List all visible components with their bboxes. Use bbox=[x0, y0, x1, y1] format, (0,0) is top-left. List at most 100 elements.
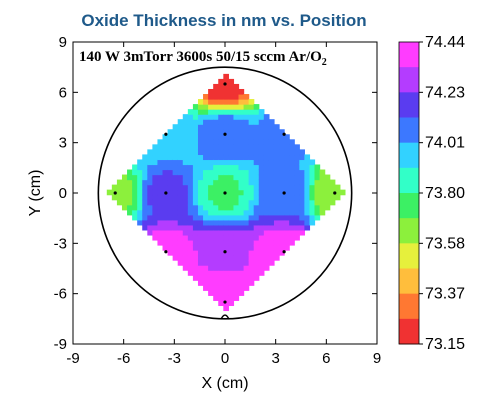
heatmap-cell bbox=[192, 129, 199, 135]
heatmap-cell bbox=[263, 204, 270, 211]
heatmap-cell bbox=[157, 204, 164, 211]
heatmap-cell bbox=[238, 134, 245, 140]
heatmap-cell bbox=[167, 250, 174, 256]
heatmap-cell bbox=[162, 139, 169, 145]
heatmap-cell bbox=[294, 224, 300, 231]
heatmap-cell bbox=[213, 194, 219, 201]
heatmap-cell bbox=[263, 224, 270, 231]
heatmap-cell bbox=[152, 204, 159, 211]
heatmap-cell bbox=[273, 229, 280, 236]
heatmap-cell bbox=[213, 109, 219, 115]
heatmap-cell bbox=[299, 199, 305, 206]
heatmap-cell bbox=[172, 209, 179, 216]
heatmap-cell bbox=[243, 285, 250, 291]
heatmap-cell bbox=[167, 129, 174, 135]
heatmap-cell bbox=[284, 224, 290, 231]
heatmap-cell bbox=[157, 209, 164, 216]
heatmap-cell bbox=[213, 285, 219, 291]
heatmap-cell bbox=[182, 255, 189, 261]
heatmap-cell bbox=[187, 119, 194, 125]
heatmap-cell bbox=[172, 189, 179, 196]
heatmap-cell bbox=[127, 194, 133, 201]
heatmap-cell bbox=[228, 270, 235, 276]
heatmap-cell bbox=[152, 189, 159, 196]
heatmap-cell bbox=[268, 119, 275, 125]
heatmap-cell bbox=[243, 94, 250, 100]
heatmap-cell bbox=[167, 199, 174, 206]
heatmap-cell bbox=[192, 189, 199, 196]
heatmap-cell bbox=[233, 109, 240, 115]
heatmap-cell bbox=[223, 204, 229, 211]
colorbar-label: 74.44 bbox=[425, 34, 465, 51]
y-tick-label: -3 bbox=[54, 235, 67, 252]
heatmap-cell bbox=[223, 154, 229, 161]
heatmap-cell bbox=[182, 124, 189, 130]
heatmap-cell bbox=[218, 280, 224, 286]
heatmap-cell bbox=[273, 164, 280, 171]
heatmap-cell bbox=[218, 255, 224, 261]
heatmap-cell bbox=[324, 199, 331, 206]
heatmap-cell bbox=[273, 209, 280, 216]
heatmap-cell bbox=[263, 159, 270, 166]
heatmap-cell bbox=[263, 114, 270, 120]
heatmap-cell bbox=[177, 134, 184, 140]
heatmap-cell bbox=[284, 139, 290, 145]
heatmap-cell bbox=[243, 214, 250, 221]
heatmap-cell bbox=[147, 224, 153, 231]
heatmap-cell bbox=[208, 94, 214, 100]
heatmap-cell bbox=[121, 184, 128, 191]
heatmap-cell bbox=[263, 134, 270, 140]
heatmap-cell bbox=[203, 154, 209, 161]
heatmap-cell bbox=[223, 300, 229, 307]
heatmap-cell bbox=[218, 265, 224, 271]
heatmap-cell bbox=[223, 229, 229, 236]
heatmap-cell bbox=[182, 164, 189, 171]
heatmap-cell bbox=[243, 184, 250, 191]
heatmap-cell bbox=[248, 224, 255, 231]
heatmap-cell bbox=[228, 219, 235, 226]
heatmap-cell bbox=[162, 239, 169, 246]
heatmap-cell bbox=[268, 219, 275, 226]
heatmap-cell bbox=[294, 189, 300, 196]
heatmap-cell bbox=[238, 179, 245, 186]
heatmap-cell bbox=[132, 199, 138, 206]
heatmap-cell bbox=[137, 174, 143, 181]
heatmap-cell bbox=[142, 199, 148, 206]
heatmap-cell bbox=[279, 184, 285, 191]
heatmap-cell bbox=[228, 154, 235, 161]
heatmap-cell bbox=[279, 239, 285, 246]
heatmap-cell bbox=[203, 129, 209, 135]
heatmap-cell bbox=[289, 169, 295, 176]
heatmap-cell bbox=[218, 184, 224, 191]
heatmap-cell bbox=[253, 154, 260, 161]
heatmap-cell bbox=[233, 275, 240, 281]
heatmap-cell bbox=[162, 245, 169, 251]
heatmap-cell bbox=[203, 109, 209, 115]
heatmap-cell bbox=[238, 114, 245, 120]
heatmap-cell bbox=[218, 260, 224, 266]
heatmap-cell bbox=[142, 189, 148, 196]
heatmap-cell bbox=[263, 239, 270, 246]
heatmap-cell bbox=[167, 184, 174, 191]
heatmap-cell bbox=[273, 224, 280, 231]
heatmap-cell bbox=[279, 194, 285, 201]
heatmap-cell bbox=[187, 270, 194, 276]
heatmap-cell bbox=[273, 255, 280, 261]
heatmap-cell bbox=[273, 149, 280, 156]
heatmap-cell bbox=[208, 234, 214, 241]
colorbar: 74.44 74.23 74.01 73.80 73.58 73.37 73.15 bbox=[398, 34, 465, 353]
heatmap-cell bbox=[309, 219, 316, 226]
heatmap-cell bbox=[243, 224, 250, 231]
heatmap-cell bbox=[213, 229, 219, 236]
heatmap-cell bbox=[213, 104, 219, 110]
heatmap-cell bbox=[238, 245, 245, 251]
heatmap-cell bbox=[208, 114, 214, 120]
heatmap-cell bbox=[228, 189, 235, 196]
heatmap-cell bbox=[304, 219, 311, 226]
heatmap-cell bbox=[213, 144, 219, 150]
heatmap-cell bbox=[208, 204, 214, 211]
heatmap-cell bbox=[213, 189, 219, 196]
heatmap-cell bbox=[238, 194, 245, 201]
heatmap-cell bbox=[218, 295, 224, 301]
heatmap-cell bbox=[309, 184, 316, 191]
